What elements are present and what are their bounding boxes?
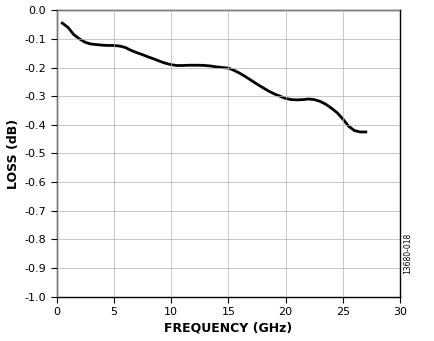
Text: 13680-018: 13680-018 [403,233,412,274]
Y-axis label: LOSS (dB): LOSS (dB) [7,118,20,189]
X-axis label: FREQUENCY (GHz): FREQUENCY (GHz) [164,321,292,334]
